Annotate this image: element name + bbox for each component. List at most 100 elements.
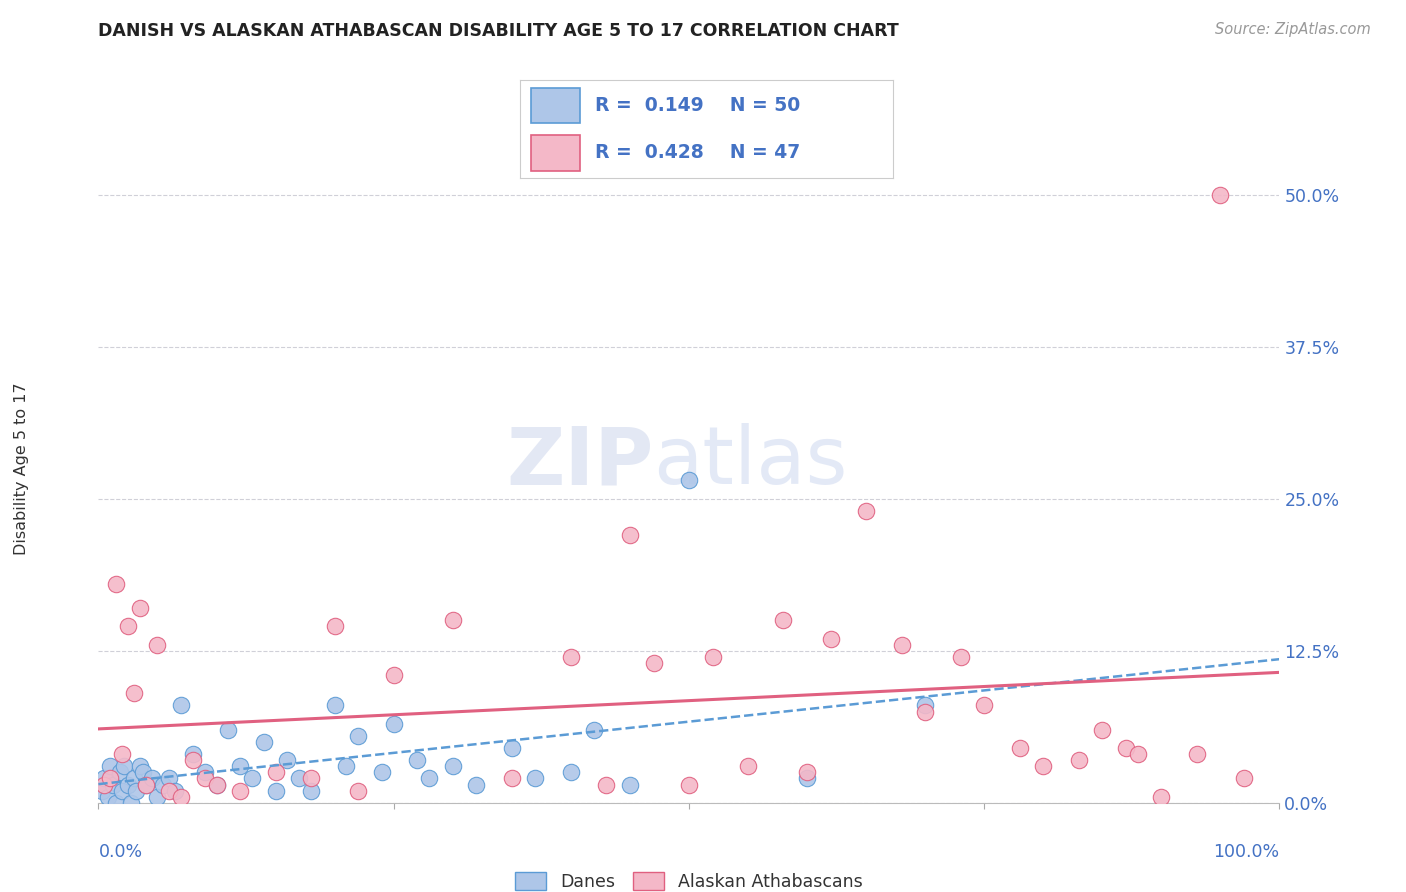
Point: [619, 778, 641, 792]
Point: [98, 772, 121, 786]
Point: [595, 778, 617, 792]
Point: [157, 772, 180, 786]
Point: [181, 747, 204, 761]
Point: [117, 778, 139, 792]
Point: [737, 759, 759, 773]
Point: [135, 778, 157, 792]
Point: [796, 765, 818, 780]
Point: [111, 747, 134, 761]
Point: [122, 772, 145, 786]
Point: [418, 772, 440, 786]
Point: [501, 772, 523, 786]
Text: ZIP: ZIP: [506, 423, 654, 501]
Point: [141, 772, 163, 786]
Text: Source: ZipAtlas.com: Source: ZipAtlas.com: [1215, 22, 1371, 37]
Point: [347, 729, 370, 743]
Point: [702, 649, 724, 664]
Point: [117, 619, 139, 633]
Point: [890, 638, 912, 652]
Point: [146, 789, 169, 804]
Point: [128, 601, 150, 615]
Point: [105, 577, 128, 591]
Point: [1091, 723, 1114, 737]
Text: R =  0.428    N = 47: R = 0.428 N = 47: [595, 144, 800, 162]
Point: [217, 723, 239, 737]
Point: [371, 765, 394, 780]
Point: [914, 698, 936, 713]
Point: [524, 772, 547, 786]
Text: R =  0.149    N = 50: R = 0.149 N = 50: [595, 96, 800, 115]
Point: [105, 796, 128, 810]
Point: [299, 783, 322, 797]
Point: [181, 753, 204, 767]
Point: [382, 668, 405, 682]
Point: [111, 783, 134, 797]
Point: [1115, 741, 1137, 756]
Point: [406, 753, 429, 767]
Point: [93, 772, 115, 786]
Point: [772, 613, 794, 627]
Point: [194, 772, 217, 786]
FancyBboxPatch shape: [531, 88, 579, 123]
Point: [91, 783, 114, 797]
Point: [170, 789, 193, 804]
Point: [1233, 772, 1256, 786]
Text: DANISH VS ALASKAN ATHABASCAN DISABILITY AGE 5 TO 17 CORRELATION CHART: DANISH VS ALASKAN ATHABASCAN DISABILITY …: [98, 22, 900, 40]
Point: [165, 783, 187, 797]
Point: [1150, 789, 1173, 804]
Point: [229, 759, 252, 773]
Point: [299, 772, 322, 786]
Point: [796, 772, 818, 786]
Point: [157, 783, 180, 797]
Point: [1032, 759, 1054, 773]
Point: [240, 772, 263, 786]
Point: [441, 759, 464, 773]
Point: [205, 778, 228, 792]
Point: [323, 619, 346, 633]
Point: [135, 778, 157, 792]
Point: [93, 778, 115, 792]
Point: [101, 778, 124, 792]
Point: [560, 765, 582, 780]
Point: [347, 783, 370, 797]
Point: [323, 698, 346, 713]
Point: [264, 783, 287, 797]
Point: [382, 716, 405, 731]
Text: 100.0%: 100.0%: [1213, 843, 1279, 861]
Point: [949, 649, 972, 664]
Legend: Danes, Alaskan Athabascans: Danes, Alaskan Athabascans: [509, 865, 869, 892]
Point: [643, 656, 665, 670]
Point: [194, 765, 217, 780]
Point: [1126, 747, 1149, 761]
Text: atlas: atlas: [654, 423, 848, 501]
Point: [335, 759, 357, 773]
Point: [820, 632, 842, 646]
Point: [253, 735, 276, 749]
Point: [121, 796, 143, 810]
Point: [583, 723, 606, 737]
Point: [619, 528, 641, 542]
Point: [97, 789, 120, 804]
Point: [264, 765, 287, 780]
Point: [276, 753, 298, 767]
Point: [465, 778, 488, 792]
Point: [125, 783, 148, 797]
Point: [128, 759, 150, 773]
Point: [1209, 187, 1232, 202]
Point: [1067, 753, 1090, 767]
Point: [855, 504, 877, 518]
Text: 0.0%: 0.0%: [98, 843, 142, 861]
Point: [152, 778, 174, 792]
Point: [170, 698, 193, 713]
Point: [1185, 747, 1208, 761]
Point: [288, 772, 311, 786]
Point: [914, 705, 936, 719]
Point: [108, 765, 131, 780]
FancyBboxPatch shape: [531, 136, 579, 170]
Point: [501, 741, 523, 756]
Point: [98, 759, 121, 773]
Point: [678, 778, 700, 792]
Point: [973, 698, 995, 713]
Point: [560, 649, 582, 664]
Point: [678, 474, 700, 488]
